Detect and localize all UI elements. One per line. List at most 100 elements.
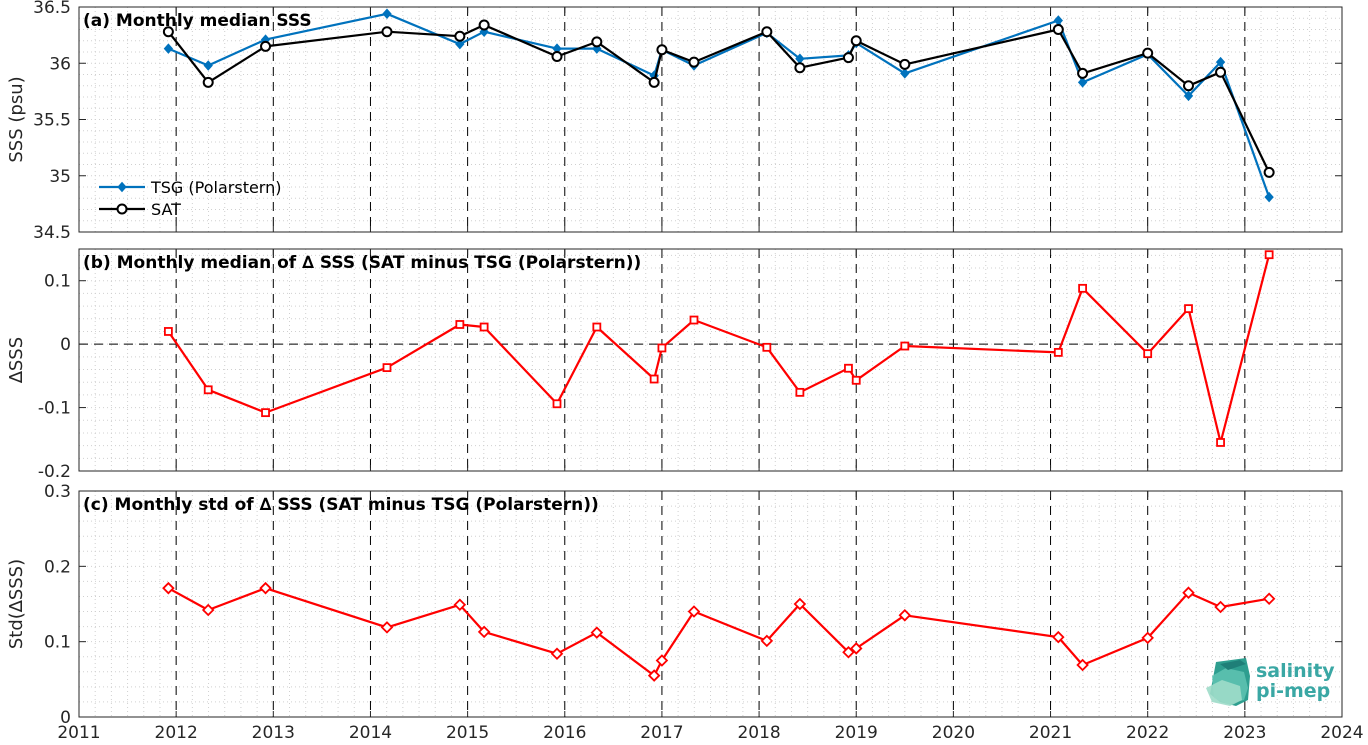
panel-3: 2011 2012 2013 2014 2015 2016 2017 2018 2019 2020… — [6, 482, 1364, 743]
data-point — [657, 343, 667, 353]
data-point — [1182, 80, 1194, 92]
data-point — [688, 56, 700, 68]
axes-box — [78, 490, 1343, 718]
data-point — [849, 642, 863, 655]
data-point — [380, 621, 394, 634]
data-point — [761, 26, 773, 38]
data-point — [202, 76, 214, 88]
data-point — [163, 43, 174, 54]
y-tick-label: -0.2 — [38, 462, 71, 482]
data-point — [162, 26, 174, 38]
y-tick-label: 36.5 — [33, 0, 71, 18]
y-tick-label: 0.1 — [44, 633, 71, 653]
data-point — [794, 62, 806, 74]
data-point — [478, 19, 490, 31]
data-point — [687, 605, 701, 618]
data-point — [261, 408, 270, 418]
data-point — [203, 385, 213, 395]
legend: TSG (Polarstern) SAT — [99, 178, 281, 219]
data-point — [844, 363, 853, 373]
data-point — [851, 375, 861, 385]
y-tick-label: -0.1 — [38, 399, 71, 419]
data-point — [591, 36, 603, 48]
data-point — [793, 597, 807, 611]
legend-label-tsg: TSG (Polarstern) — [150, 178, 281, 197]
data-point — [842, 645, 855, 659]
panel-2: -0.2 -0.1 0 0.1 ∆SSS (b) Monthly median of ∆ … — [6, 248, 1343, 482]
y-tick-label: 0 — [60, 708, 71, 728]
data-point — [1182, 586, 1195, 599]
data-point — [259, 581, 272, 595]
data-point — [551, 51, 563, 62]
series-2 — [162, 19, 1275, 178]
data-point — [850, 35, 862, 47]
y-axis-label: ∆SSS — [6, 337, 27, 384]
data-point — [898, 609, 912, 622]
data-point — [1052, 630, 1065, 644]
y-tick-label: 36 — [49, 54, 71, 74]
x-tick-label: 2016 — [543, 723, 586, 743]
data-point — [1141, 631, 1154, 645]
series-line — [167, 254, 1271, 444]
series-1 — [162, 581, 1276, 682]
data-point — [1184, 304, 1193, 314]
data-point — [382, 363, 392, 373]
x-tick-label: 2020 — [932, 723, 975, 743]
data-point — [647, 669, 661, 682]
minor-grid — [79, 7, 1342, 232]
data-point — [455, 320, 465, 329]
data-point — [1143, 349, 1153, 359]
data-point — [1076, 658, 1089, 672]
x-tick-label: 2021 — [1029, 723, 1072, 743]
data-point — [1077, 77, 1088, 88]
data-point — [1053, 347, 1063, 357]
data-point — [454, 30, 466, 42]
panel-title: (c) Monthly std of ∆ SSS (SAT minus TSG … — [83, 495, 599, 515]
data-point — [381, 26, 393, 38]
minor-grid — [79, 491, 1342, 717]
logo-mark-icon — [1206, 658, 1250, 706]
x-tick-label: 2024 — [1320, 723, 1363, 743]
data-point — [1215, 66, 1227, 78]
data-point — [1077, 67, 1089, 79]
data-point — [1263, 166, 1275, 178]
panel-title: (a) Monthly median SSS — [83, 11, 312, 31]
minor-grid — [79, 249, 1342, 471]
data-point — [795, 387, 805, 397]
data-point — [760, 634, 774, 648]
series-line — [167, 587, 1270, 677]
y-axis-label: Std(∆SSS) — [6, 559, 27, 649]
x-tick-label: 2023 — [1223, 723, 1266, 743]
data-point — [655, 654, 669, 667]
x-tick-label: 2017 — [640, 723, 683, 743]
data-point — [1078, 283, 1087, 293]
y-axis-label: SSS (psu) — [6, 76, 27, 162]
x-tick-label: 2015 — [446, 723, 489, 743]
data-point — [552, 399, 562, 409]
y-tick-label: 0 — [60, 335, 71, 355]
y-tick-label: 34.5 — [33, 223, 71, 243]
data-point — [648, 76, 660, 88]
data-point — [382, 8, 392, 20]
series-1 — [163, 250, 1274, 447]
y-tick-label: 35.5 — [33, 111, 71, 131]
x-tick-label: 2011 — [57, 723, 100, 743]
data-point — [1183, 90, 1194, 102]
data-point — [656, 44, 668, 56]
year-grid — [175, 491, 1246, 717]
y-tick-label: 35 — [49, 167, 71, 187]
data-point — [689, 315, 699, 325]
data-point — [455, 38, 465, 50]
salinity-pi-mep-logo: salinity pi-mep — [1206, 658, 1335, 706]
legend-label-sat: SAT — [151, 200, 181, 219]
data-point — [203, 60, 213, 71]
legend-marker-sat — [116, 203, 128, 215]
data-point — [1264, 250, 1274, 260]
logo-line1: salinity — [1256, 660, 1335, 682]
data-point — [1214, 600, 1227, 614]
data-point — [163, 327, 173, 336]
year-grid — [175, 249, 1246, 471]
data-point — [162, 581, 175, 595]
data-point — [900, 68, 910, 79]
